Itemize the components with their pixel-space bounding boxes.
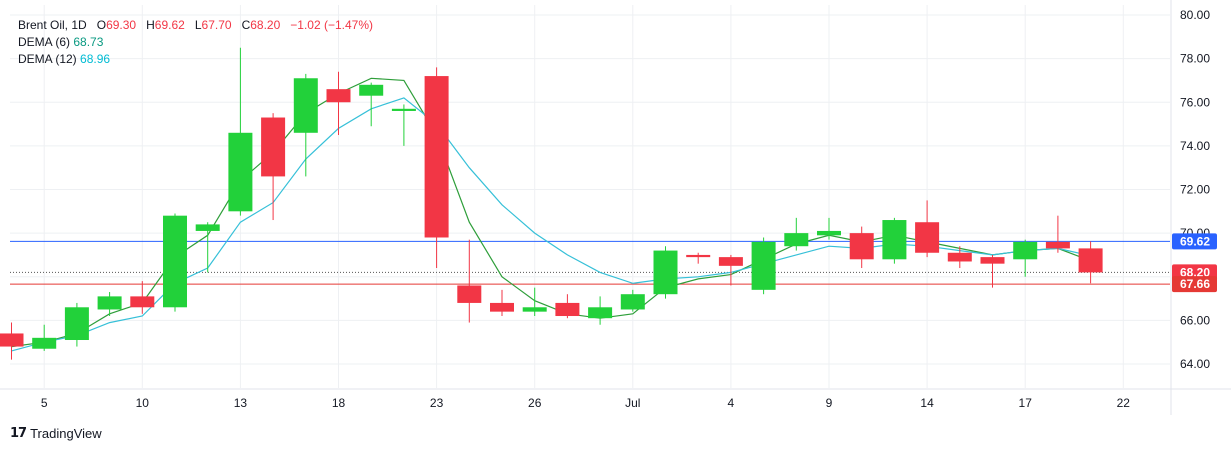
candle-body[interactable]: [555, 302, 580, 317]
candle-body[interactable]: [424, 76, 449, 238]
legend-ohlc-row: Brent Oil, 1D O69.30 H69.62 L67.70 C68.2…: [18, 17, 373, 34]
x-tick-label: 23: [430, 396, 444, 410]
candle-body[interactable]: [228, 132, 253, 212]
y-tick-label: 66.00: [1180, 313, 1210, 327]
candle-body[interactable]: [261, 117, 286, 177]
legend-dema12-row[interactable]: DEMA (12) 68.96: [18, 51, 373, 68]
candle-body[interactable]: [718, 257, 743, 266]
close-label: C: [241, 18, 251, 32]
candle-body[interactable]: [32, 337, 57, 349]
candle-body[interactable]: [490, 302, 514, 312]
candle-body[interactable]: [817, 230, 841, 236]
price-badge-label: 69.62: [1180, 234, 1210, 248]
x-tick-label: 26: [528, 396, 542, 410]
tradingview-attribution[interactable]: 17 TradingView: [10, 426, 102, 441]
y-tick-label: 78.00: [1180, 52, 1210, 66]
y-tick-label: 76.00: [1180, 95, 1210, 109]
candle-body[interactable]: [359, 84, 384, 96]
open-label: O: [96, 18, 107, 32]
candle-body[interactable]: [980, 257, 1005, 264]
x-tick-label: 18: [332, 396, 346, 410]
x-tick-label: Jul: [625, 396, 640, 410]
price-badge-label: 67.66: [1180, 277, 1210, 291]
y-tick-label: 80.00: [1180, 8, 1210, 22]
dema6-value: 68.73: [73, 35, 104, 49]
close-value: 68.20: [250, 18, 281, 32]
legend-dema6-row[interactable]: DEMA (6) 68.73: [18, 34, 373, 51]
candle-body[interactable]: [0, 333, 24, 347]
high-value: 69.62: [154, 18, 185, 32]
candle-body[interactable]: [1045, 241, 1070, 249]
candle-body[interactable]: [751, 241, 776, 290]
candle-body[interactable]: [522, 307, 547, 312]
symbol-label[interactable]: Brent Oil, 1D: [18, 18, 87, 32]
change-value: −1.02 (−1.47%): [290, 18, 374, 32]
price-badge-label: 68.20: [1180, 265, 1210, 279]
candle-body[interactable]: [686, 254, 711, 258]
dema-line-6[interactable]: [11, 77, 1091, 348]
candle-body[interactable]: [163, 215, 187, 308]
candle-body[interactable]: [195, 224, 220, 231]
candle-body[interactable]: [64, 307, 89, 341]
tradingview-logo-icon: 17: [10, 426, 27, 441]
candle-body[interactable]: [130, 296, 155, 308]
dema12-value: 68.96: [80, 52, 111, 66]
candle-body[interactable]: [588, 307, 613, 319]
candle-body[interactable]: [620, 294, 645, 310]
x-tick-label: 22: [1117, 396, 1131, 410]
x-tick-label: 17: [1019, 396, 1033, 410]
y-tick-label: 64.00: [1180, 357, 1210, 371]
legend: Brent Oil, 1D O69.30 H69.62 L67.70 C68.2…: [18, 17, 373, 68]
candle-body[interactable]: [391, 108, 416, 111]
low-label: L: [194, 18, 202, 32]
candle-body[interactable]: [326, 89, 351, 103]
candle-body[interactable]: [784, 233, 809, 247]
candle-body[interactable]: [882, 220, 907, 260]
candle-body[interactable]: [947, 252, 972, 262]
x-tick-label: 5: [41, 396, 48, 410]
price-badge[interactable]: [1172, 233, 1217, 250]
x-tick-label: 10: [136, 396, 150, 410]
candle-body[interactable]: [653, 250, 678, 295]
y-tick-label: 72.00: [1180, 183, 1210, 197]
dema6-label: DEMA (6): [18, 35, 71, 49]
dema-line-12[interactable]: [11, 97, 1091, 352]
open-value: 69.30: [106, 18, 137, 32]
candle-body[interactable]: [293, 78, 318, 133]
candle-body[interactable]: [97, 296, 122, 310]
candle-body[interactable]: [1013, 241, 1038, 260]
candle-body[interactable]: [915, 222, 940, 253]
candle-body[interactable]: [457, 285, 482, 303]
x-tick-label: 13: [234, 396, 248, 410]
dema12-label: DEMA (12): [18, 52, 77, 66]
candle-body[interactable]: [849, 233, 874, 260]
price-badge[interactable]: [1172, 276, 1217, 293]
x-tick-label: 9: [826, 396, 833, 410]
x-tick-label: 4: [728, 396, 735, 410]
candle-body[interactable]: [1078, 248, 1103, 273]
high-label: H: [146, 18, 155, 32]
x-tick-label: 14: [920, 396, 934, 410]
low-value: 67.70: [201, 18, 232, 32]
y-tick-label: 74.00: [1180, 139, 1210, 153]
brand-label: TradingView: [30, 426, 102, 441]
